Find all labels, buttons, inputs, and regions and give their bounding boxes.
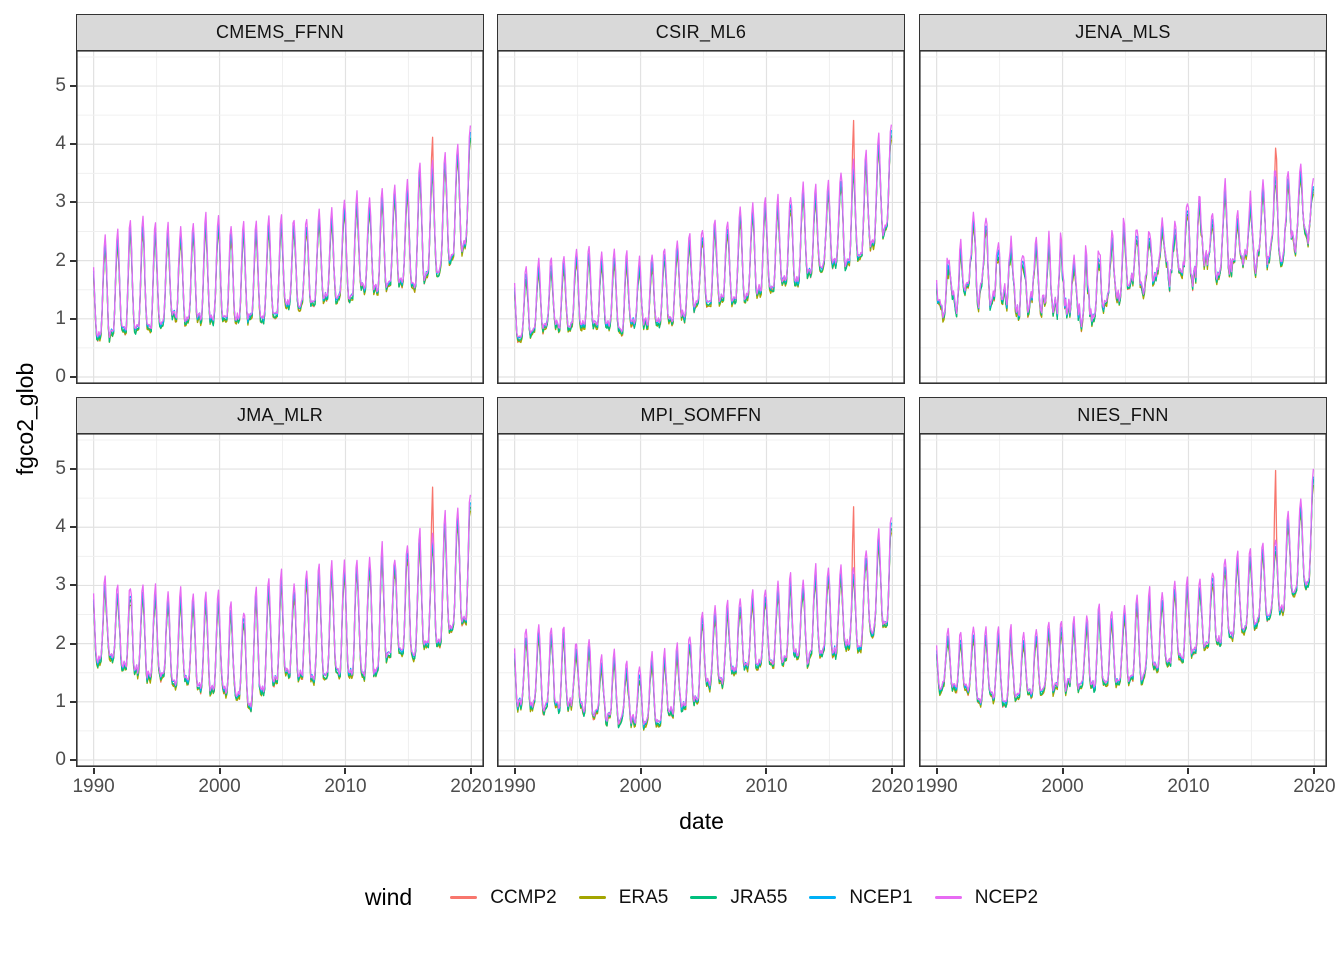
y-tick-mark (70, 526, 76, 529)
y-tick-label: 0 (55, 366, 66, 388)
series-line-NCEP2 (935, 468, 1315, 704)
legend-item-NCEP1: NCEP1 (809, 886, 913, 909)
x-tick-label: 2010 (745, 776, 788, 797)
x-tick-label: 2020 (450, 776, 493, 797)
x-tick-label: 2020 (1293, 776, 1336, 797)
y-tick-mark (70, 759, 76, 762)
legend-swatch-CCMP2 (450, 895, 478, 900)
legend-title: wind (364, 884, 413, 910)
y-tick-label: 4 (55, 516, 66, 538)
facet-title: CMEMS_FFNN (216, 22, 344, 43)
x-tick-label: 2020 (871, 776, 914, 797)
legend-label: CCMP2 (490, 886, 557, 908)
y-tick-label: 3 (55, 191, 66, 213)
facet-title: JENA_MLS (1075, 22, 1171, 43)
x-tick-label: 2010 (1167, 776, 1210, 797)
y-tick-mark (70, 85, 76, 88)
legend: wind CCMP2 ERA5 JRA55 NCEP1 NCEP2 (76, 884, 1327, 911)
y-tick-mark (70, 376, 76, 379)
facet-title: MPI_SOMFFN (640, 405, 762, 426)
y-tick-label: 3 (55, 574, 66, 596)
legend-swatch-NCEP1 (809, 895, 837, 900)
legend-items: CCMP2 ERA5 JRA55 NCEP1 NCEP2 (428, 887, 1038, 909)
legend-swatch-JRA55 (690, 895, 718, 900)
y-tick-mark (70, 642, 76, 645)
x-tick-label: 1990 (915, 776, 958, 797)
facet-title: CSIR_ML6 (655, 22, 747, 43)
y-tick-label: 0 (55, 749, 66, 771)
x-axis-label: date (679, 808, 724, 834)
x-tick-mark (765, 768, 768, 774)
series-line-NCEP2 (92, 494, 472, 708)
y-tick-mark (70, 143, 76, 146)
series-line-NCEP2 (513, 517, 893, 726)
y-tick-mark (70, 259, 76, 262)
x-tick-label: 2010 (324, 776, 367, 797)
x-tick-mark (1187, 768, 1190, 774)
facet-title: NIES_FNN (1077, 405, 1169, 426)
facet-panel-CMEMS_FFNN (76, 50, 484, 384)
x-tick-mark (639, 768, 642, 774)
x-tick-mark (1313, 768, 1316, 774)
facet-panel-JMA_MLR (76, 433, 484, 767)
facet-panel-CSIR_ML6 (497, 50, 905, 384)
y-tick-label: 4 (55, 133, 66, 155)
facet-strip-CSIR_ML6: CSIR_ML6 (497, 14, 905, 52)
facet-strip-CMEMS_FFNN: CMEMS_FFNN (76, 14, 484, 52)
series-line-NCEP2 (935, 163, 1315, 328)
facet-panel-NIES_FNN (919, 433, 1327, 767)
facet-strip-NIES_FNN: NIES_FNN (919, 397, 1327, 435)
x-tick-mark (470, 768, 473, 774)
legend-swatch-NCEP2 (934, 895, 962, 900)
x-tick-mark (513, 768, 516, 774)
y-tick-label: 2 (55, 249, 66, 271)
y-tick-label: 5 (55, 458, 66, 480)
y-tick-label: 1 (55, 690, 66, 712)
x-tick-label: 1990 (493, 776, 536, 797)
facet-panel-MPI_SOMFFN (497, 433, 905, 767)
y-tick-mark (70, 201, 76, 204)
facet-strip-JMA_MLR: JMA_MLR (76, 397, 484, 435)
x-tick-mark (1061, 768, 1064, 774)
y-tick-label: 2 (55, 632, 66, 654)
legend-item-CCMP2: CCMP2 (450, 887, 557, 909)
x-tick-mark (218, 768, 221, 774)
legend-swatch-ERA5 (578, 895, 606, 900)
facet-strip-JENA_MLS: JENA_MLS (919, 14, 1327, 52)
legend-label: NCEP1 (849, 886, 913, 908)
x-tick-mark (935, 768, 938, 774)
series-line-NCEP2 (513, 124, 893, 338)
x-tick-mark (92, 768, 95, 774)
legend-label: ERA5 (618, 886, 669, 908)
x-tick-label: 2000 (619, 776, 662, 797)
x-tick-label: 2000 (198, 776, 241, 797)
x-tick-label: 1990 (72, 776, 115, 797)
x-tick-label: 2000 (1041, 776, 1084, 797)
legend-item-NCEP2: NCEP2 (934, 886, 1039, 909)
series-line-NCEP2 (92, 125, 472, 338)
y-tick-mark (70, 700, 76, 703)
y-tick-mark (70, 468, 76, 471)
legend-label: JRA55 (730, 886, 788, 908)
y-tick-label: 5 (55, 75, 66, 97)
x-tick-mark (344, 768, 347, 774)
legend-item-ERA5: ERA5 (578, 886, 669, 909)
y-tick-mark (70, 584, 76, 587)
facet-strip-MPI_SOMFFN: MPI_SOMFFN (497, 397, 905, 435)
legend-item-JRA55: JRA55 (690, 887, 787, 909)
legend-label: NCEP2 (974, 886, 1039, 908)
y-tick-label: 1 (55, 307, 66, 329)
x-tick-mark (891, 768, 894, 774)
facet-title: JMA_MLR (236, 405, 324, 426)
y-tick-mark (70, 317, 76, 320)
facet-panel-JENA_MLS (919, 50, 1327, 384)
